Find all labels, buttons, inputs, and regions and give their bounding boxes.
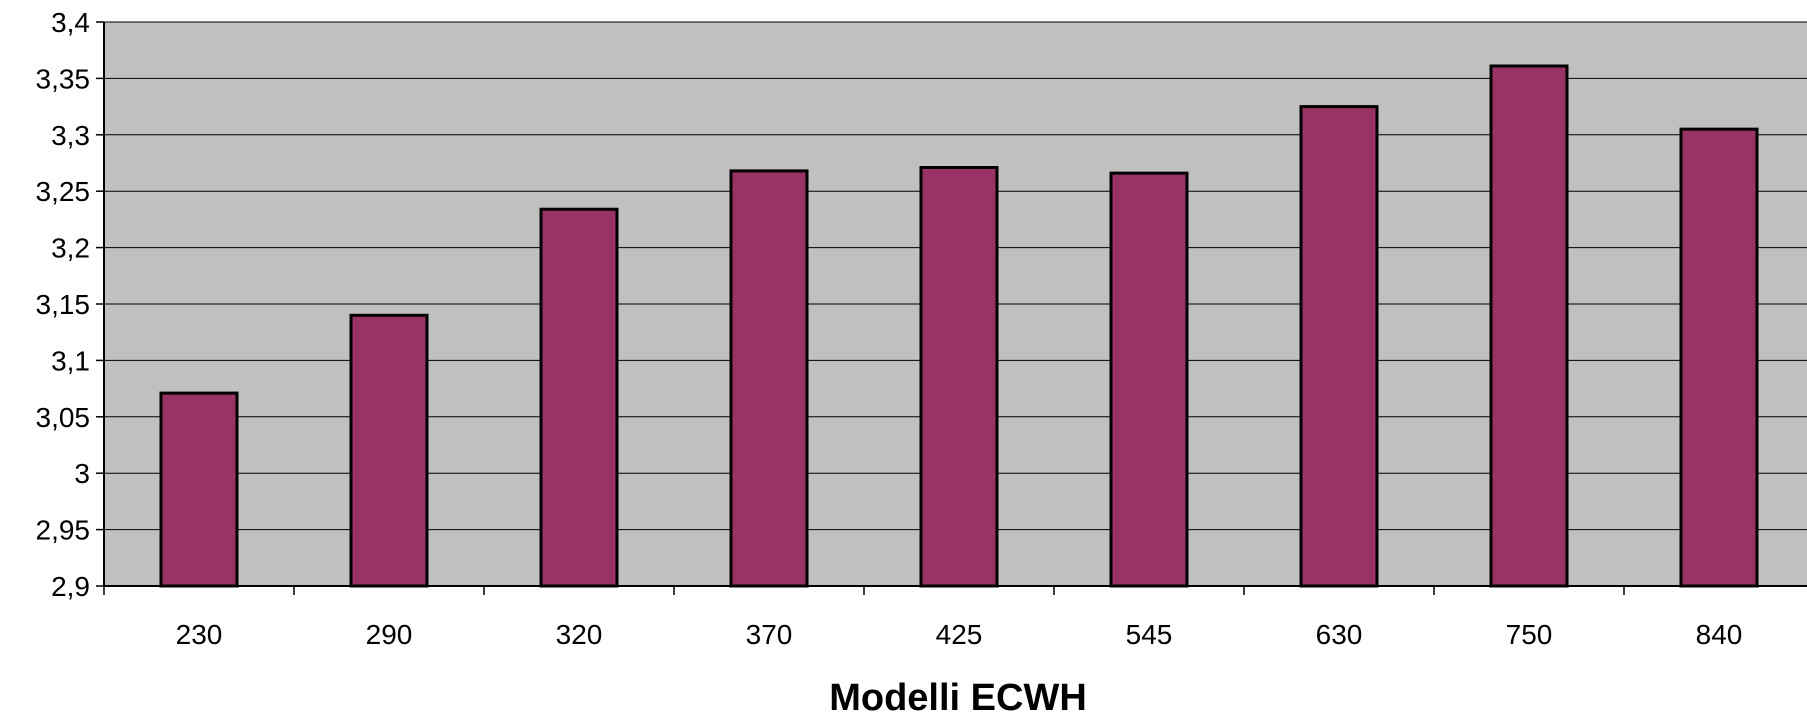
- bar-840: [1679, 127, 1759, 588]
- y-tick-label: 3,2: [51, 233, 90, 264]
- x-axis-ticks: 230 290 320 370 425 545 630 750 840: [103, 586, 1743, 650]
- y-tick-label: 3,15: [36, 289, 91, 320]
- y-tick-label: 3,05: [36, 402, 91, 433]
- bar-630: [1299, 105, 1379, 588]
- y-tick-label: 3,4: [51, 7, 90, 38]
- x-tick-label: 840: [1696, 619, 1743, 650]
- bar-230: [159, 391, 239, 588]
- bar-545: [1109, 171, 1189, 588]
- x-tick-label: 320: [556, 619, 603, 650]
- bar-320: [539, 207, 619, 588]
- x-axis-title: Modelli ECWH: [829, 677, 1087, 714]
- bar-425: [919, 166, 999, 588]
- x-tick-label: 750: [1506, 619, 1553, 650]
- x-tick-label: 290: [366, 619, 413, 650]
- bar-290: [349, 313, 429, 588]
- y-tick-label: 3: [74, 458, 90, 489]
- y-tick-label: 3,3: [51, 120, 90, 151]
- y-axis-ticks: 2,9 2,95 3 3,05 3,1 3,15 3,2 3,25 3,3 3,35 3,4: [36, 7, 104, 602]
- x-tick-label: 370: [746, 619, 793, 650]
- x-tick-label: 425: [936, 619, 983, 650]
- y-tick-label: 3,35: [36, 63, 91, 94]
- y-tick-label: 2,95: [36, 515, 91, 546]
- x-tick-label: 230: [176, 619, 223, 650]
- x-tick-label: 545: [1126, 619, 1173, 650]
- y-tick-label: 2,9: [51, 571, 90, 602]
- bar-750: [1489, 64, 1569, 588]
- bar-370: [729, 169, 809, 588]
- bars: [159, 64, 1759, 588]
- x-tick-label: 630: [1316, 619, 1363, 650]
- y-tick-label: 3,25: [36, 176, 91, 207]
- y-tick-label: 3,1: [51, 345, 90, 376]
